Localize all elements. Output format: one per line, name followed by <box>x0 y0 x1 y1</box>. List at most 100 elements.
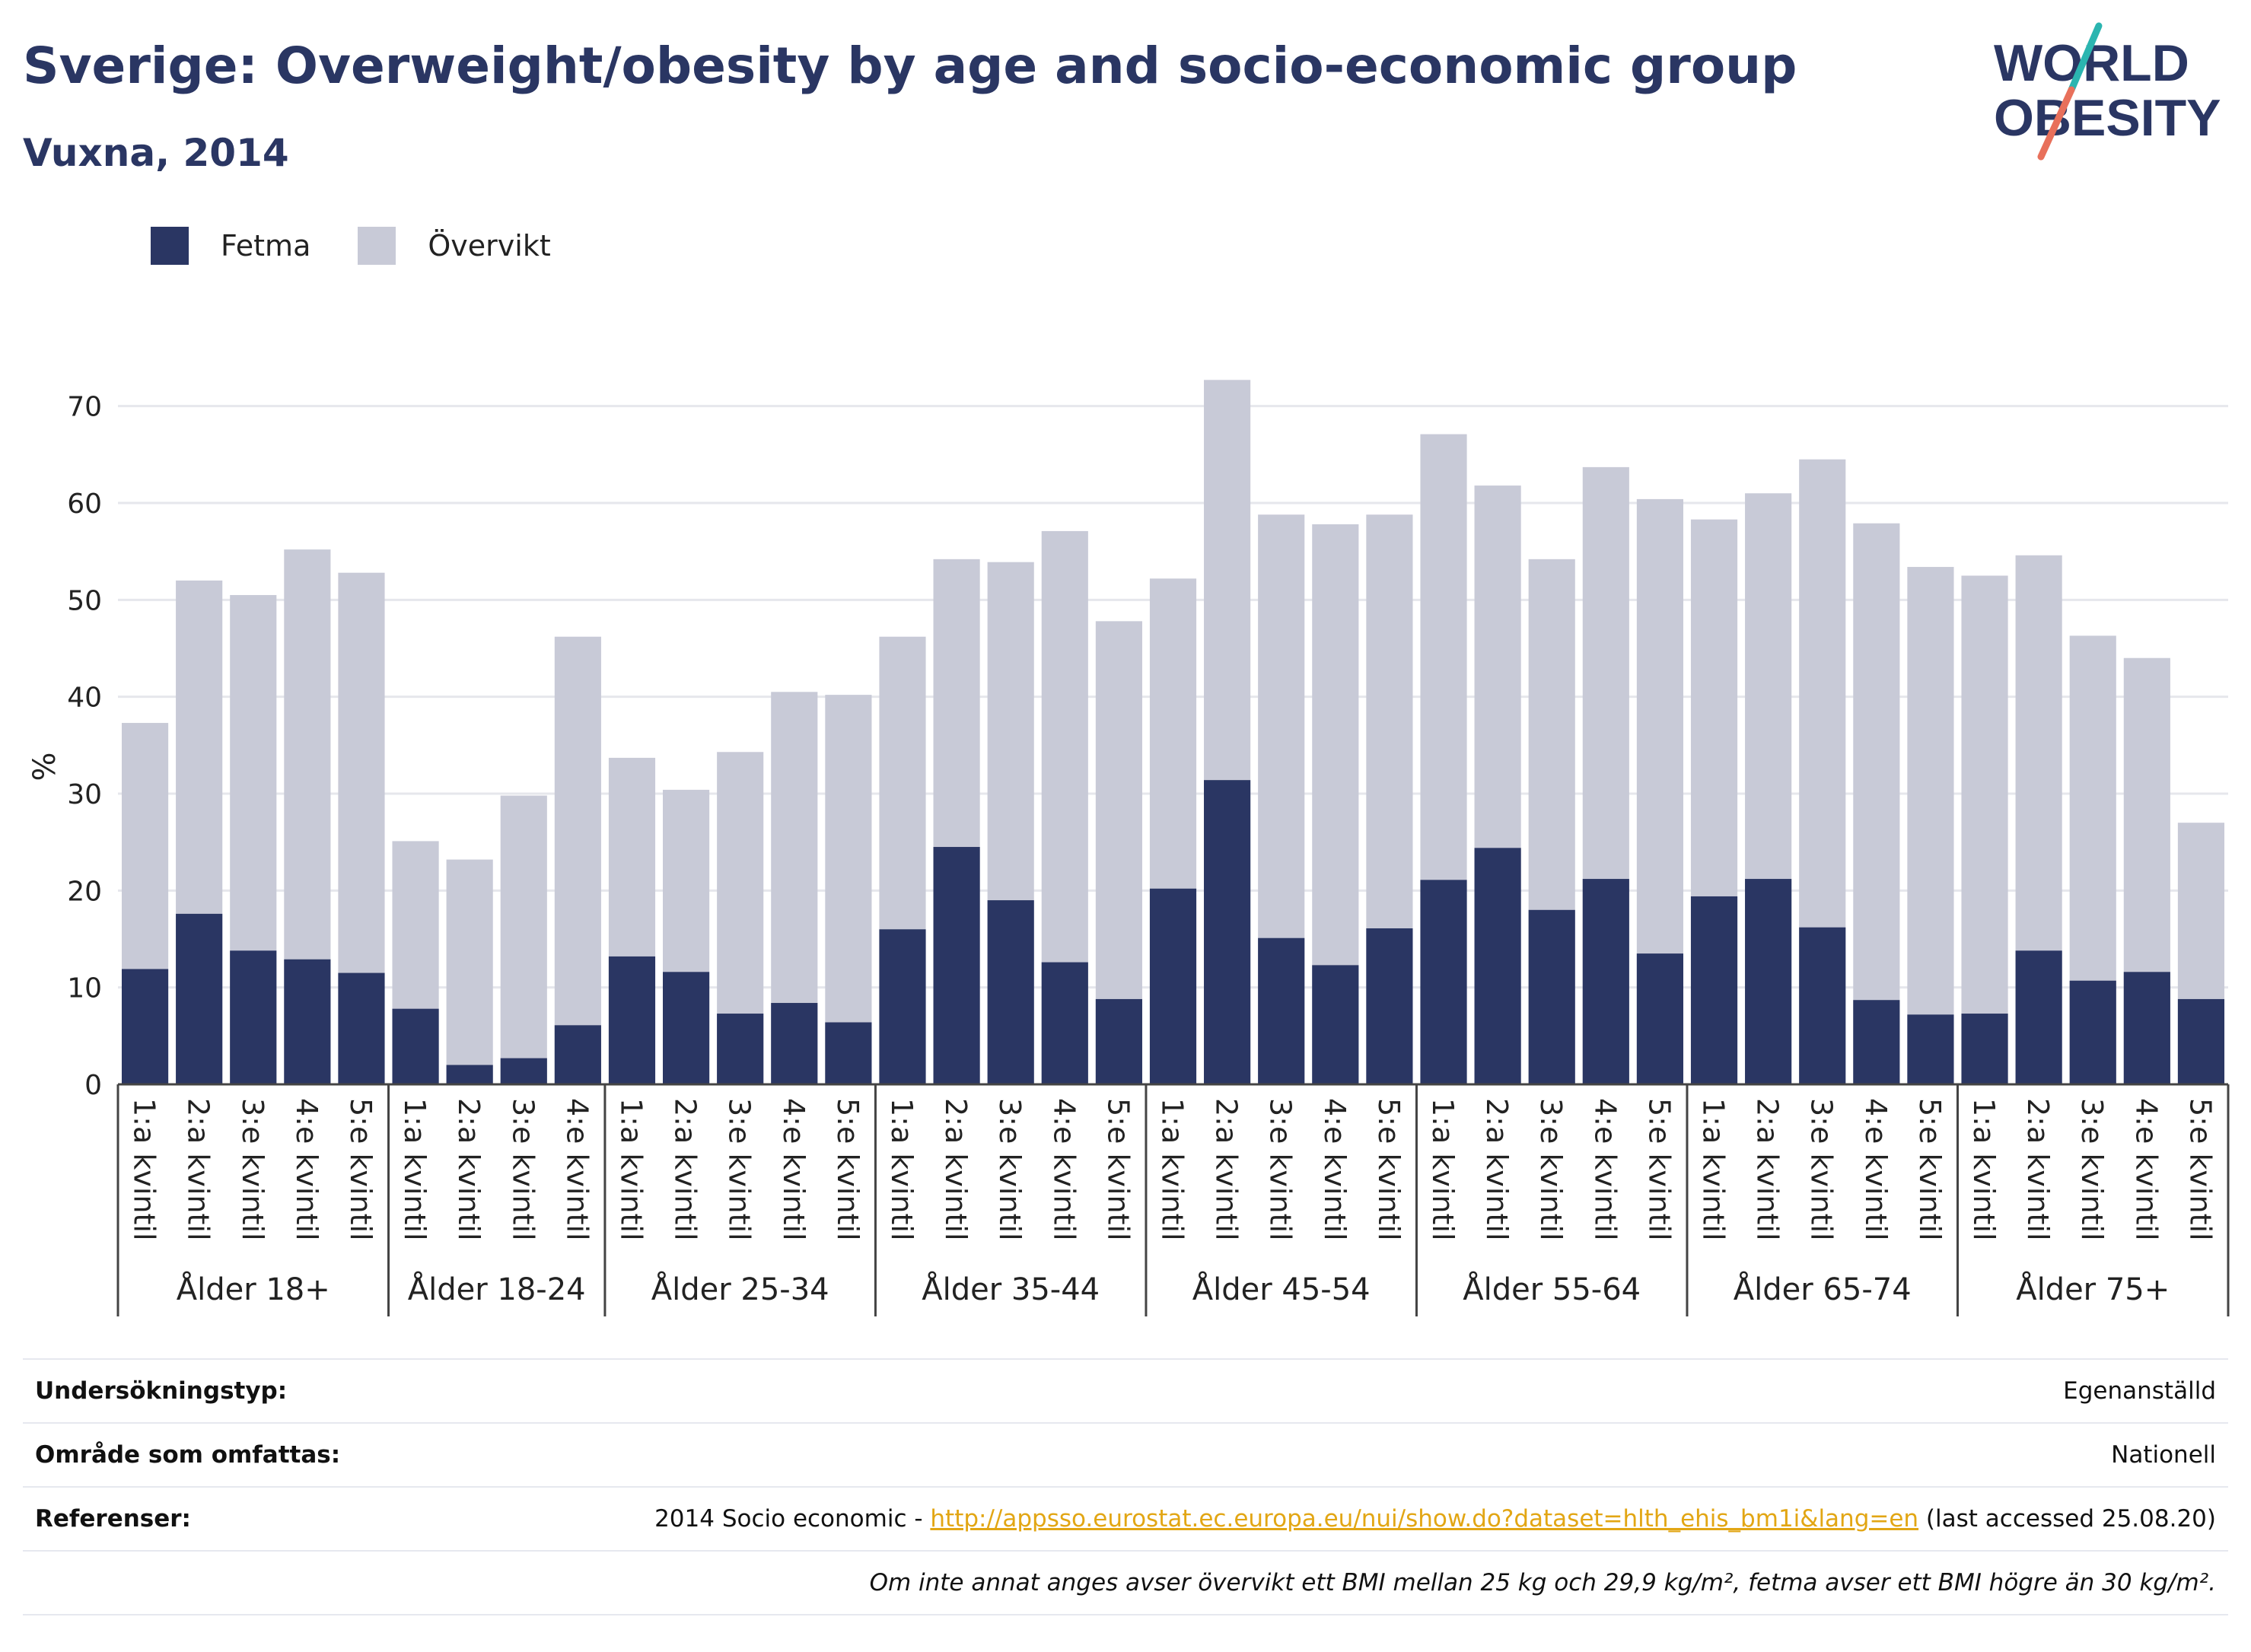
x-tick-label: 4:e kvintil <box>2129 1098 2163 1241</box>
bar-overvikt <box>1853 523 1900 1084</box>
bar-fetma <box>1582 879 1629 1084</box>
x-tick-label: 3:e kvintil <box>1264 1098 1297 1241</box>
chart-title: Sverige: Overweight/obesity by age and s… <box>23 37 1797 95</box>
bar-overvikt <box>1907 567 1954 1084</box>
bar-fetma <box>1528 909 1575 1084</box>
bar-fetma <box>2015 950 2062 1084</box>
x-tick-label: 2:a kvintil <box>1751 1098 1785 1241</box>
bar-fetma <box>1258 937 1305 1084</box>
x-tick-label: 1:a kvintil <box>885 1098 919 1241</box>
x-tick-label: 3:e kvintil <box>1805 1098 1839 1241</box>
x-tick-label: 2:a kvintil <box>939 1098 973 1241</box>
y-tick-label: 30 <box>67 779 102 810</box>
legend-item-overvikt[interactable]: Övervikt <box>358 227 551 265</box>
bar-fetma <box>608 956 656 1084</box>
survey-type-label: Undersökningstyp: <box>35 1377 288 1405</box>
x-tick-label: 4:e kvintil <box>1318 1098 1352 1241</box>
x-tick-label: 1:a kvintil <box>1967 1098 2001 1241</box>
bar-fetma <box>1474 848 1521 1084</box>
references-suffix: (last accessed 25.08.20) <box>1918 1505 2216 1533</box>
info-row-area: Område som omfattas: Nationell <box>23 1422 2228 1486</box>
group-label: Ålder 18-24 <box>408 1271 586 1307</box>
bar-overvikt <box>825 695 872 1084</box>
bar-fetma <box>1907 1014 1954 1084</box>
bar-fetma <box>284 959 331 1084</box>
x-tick-label: 2:a kvintil <box>1480 1098 1514 1241</box>
x-tick-label: 1:a kvintil <box>1156 1098 1189 1241</box>
x-tick-label: 5:e kvintil <box>1372 1098 1406 1241</box>
group-label: Ålder 35-44 <box>922 1271 1100 1307</box>
x-tick-label: 1:a kvintil <box>1697 1098 1730 1241</box>
bar-fetma <box>933 847 980 1084</box>
x-tick-label: 1:a kvintil <box>614 1098 648 1241</box>
bar-fetma <box>2069 980 2116 1084</box>
x-tick-label: 3:e kvintil <box>236 1098 269 1241</box>
stacked-bar-chart: 0 10 20 30 40 50 60 70% 1:a kvintil 2:a kvintil 3:… <box>27 380 2230 1316</box>
logo-accent-coral <box>2037 86 2075 161</box>
y-tick-label: 10 <box>67 973 102 1004</box>
bar-fetma <box>1636 953 1683 1084</box>
bar-fetma <box>1312 965 1359 1084</box>
legend-label-overvikt: Övervikt <box>428 229 551 263</box>
bar-fetma <box>121 969 169 1084</box>
y-tick-label: 50 <box>67 585 102 616</box>
y-tick-label: 70 <box>67 392 102 423</box>
bar-fetma <box>1149 888 1197 1084</box>
logo-text-obesity: OBESITY <box>1994 89 2221 147</box>
group-label: Ålder 45-54 <box>1192 1271 1371 1307</box>
y-axis-label: % <box>27 752 62 781</box>
legend-item-fetma[interactable]: Fetma <box>151 227 310 265</box>
y-tick-label: 20 <box>67 876 102 907</box>
y-tick-label: 60 <box>67 489 102 520</box>
group-label: Ålder 65-74 <box>1734 1271 1912 1307</box>
area-value: Nationell <box>2111 1441 2216 1469</box>
x-tick-label: 5:e kvintil <box>831 1098 864 1241</box>
legend-swatch-overvikt <box>358 227 396 265</box>
bar-fetma <box>1041 962 1088 1084</box>
bar-fetma <box>446 1065 493 1084</box>
bar-fetma <box>2177 998 2225 1084</box>
x-tick-label: 3:e kvintil <box>723 1098 756 1241</box>
bar-fetma <box>1420 880 1467 1084</box>
y-tick-label: 40 <box>67 683 102 714</box>
references-link[interactable]: http://appsso.eurostat.ec.europa.eu/nui/… <box>930 1505 1919 1533</box>
x-tick-label: 3:e kvintil <box>506 1098 540 1241</box>
info-table: Undersökningstyp: Egenanställd Område so… <box>23 1358 2228 1615</box>
references-prefix: 2014 Socio economic - <box>654 1505 931 1533</box>
bar-fetma <box>554 1025 601 1084</box>
info-row-note: Om inte annat anges avser övervikt ett B… <box>23 1550 2228 1615</box>
legend-label-fetma: Fetma <box>221 229 311 263</box>
bar-fetma <box>771 1003 818 1084</box>
bar-fetma <box>230 950 277 1084</box>
bar-overvikt <box>446 859 493 1084</box>
x-tick-label: 4:e kvintil <box>777 1098 810 1241</box>
bar-fetma <box>1799 927 1846 1084</box>
legend-swatch-fetma <box>151 227 189 265</box>
world-obesity-logo: WORLD OBESITY <box>1994 22 2221 161</box>
bar-fetma <box>392 1008 439 1084</box>
x-tick-label: 2:a kvintil <box>669 1098 702 1241</box>
x-tick-label: 5:e kvintil <box>2183 1098 2217 1241</box>
bar-fetma <box>1366 928 1413 1084</box>
x-tick-label: 4:e kvintil <box>290 1098 323 1241</box>
bar-fetma <box>879 929 926 1084</box>
bar-fetma <box>1095 998 1142 1084</box>
bar-overvikt <box>1961 575 2008 1084</box>
x-tick-label: 5:e kvintil <box>1642 1098 1676 1241</box>
bar-fetma <box>2123 972 2170 1084</box>
bmi-note: Om inte annat anges avser övervikt ett B… <box>869 1569 2216 1596</box>
x-tick-label: 1:a kvintil <box>1426 1098 1460 1241</box>
bar-fetma <box>987 900 1034 1084</box>
bar-fetma <box>825 1022 872 1084</box>
x-tick-label: 1:a kvintil <box>128 1098 161 1241</box>
survey-type-value: Egenanställd <box>2063 1377 2216 1405</box>
y-tick-label: 0 <box>84 1070 102 1101</box>
group-label: Ålder 75+ <box>2016 1271 2170 1307</box>
x-tick-label: 4:e kvintil <box>1859 1098 1893 1241</box>
bar-fetma <box>1204 780 1251 1084</box>
bar-fetma <box>1853 1000 1900 1084</box>
references-label: Referenser: <box>35 1505 191 1533</box>
info-row-references: Referenser: 2014 Socio economic - http:/… <box>23 1486 2228 1550</box>
x-tick-label: 5:e kvintil <box>1913 1098 1947 1241</box>
x-tick-label: 2:a kvintil <box>452 1098 486 1241</box>
